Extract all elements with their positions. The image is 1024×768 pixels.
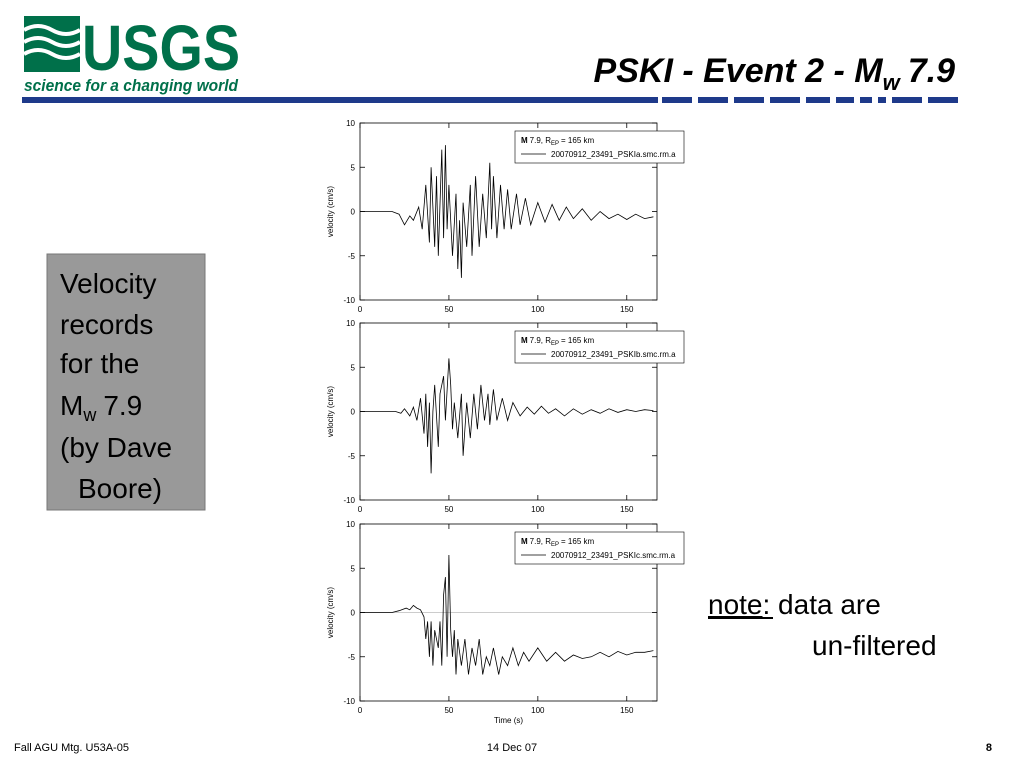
legend: M 7.9, REP = 165 km 20070912_23491_PSKIc.sm… <box>514 531 685 565</box>
header-bar <box>22 97 658 103</box>
x-tick-label: 0 <box>358 305 363 314</box>
logo: USGS science for a changing world <box>23 12 240 95</box>
m-end: 7.9 <box>103 390 142 421</box>
footer-left: Fall AGU Mtg. U53A-05 <box>14 742 129 754</box>
x-tick-label: 150 <box>620 505 634 514</box>
title-end: 7.9 <box>908 52 955 90</box>
logo-waves <box>23 24 81 60</box>
y-tick-label: 10 <box>346 119 355 128</box>
sidebar-line: Mw 7.9 <box>60 390 142 425</box>
note-label: note <box>708 589 763 620</box>
note-underline <box>708 617 773 619</box>
note: note: data are un-filtered <box>708 589 937 661</box>
legend-m: M <box>521 537 528 546</box>
x-tick-label: 50 <box>444 505 453 514</box>
y-tick-label: 5 <box>351 564 356 573</box>
note-line: note: data are <box>708 589 881 620</box>
y-tick-label: 5 <box>351 363 356 372</box>
legend-title: M 7.9, REP = 165 km <box>521 136 594 147</box>
legend-subscript: EP <box>551 542 559 548</box>
x-tick-label: 150 <box>620 305 634 314</box>
legend-box <box>514 330 685 364</box>
y-tick-label: 10 <box>346 520 355 529</box>
y-tick-label: -10 <box>343 697 355 706</box>
footer-page: 8 <box>986 742 992 754</box>
waveform <box>360 554 654 675</box>
legend-text: = 165 km <box>561 136 594 145</box>
sidebar-line: records <box>60 309 153 340</box>
y-axis-label: velocity (cm/s) <box>326 587 335 638</box>
legend-entry: 20070912_23491_PSKIa.smc.rm.a <box>551 150 676 159</box>
y-tick-label: -5 <box>348 252 356 261</box>
legend-text: 7.9, R <box>530 537 552 546</box>
sidebar-line: Boore) <box>78 473 162 504</box>
y-tick-label: 0 <box>351 208 356 217</box>
x-tick-label: 100 <box>531 505 545 514</box>
slide-title: PSKI - Event 2 - Mw 7.9 <box>594 52 956 95</box>
y-axis-label: velocity (cm/s) <box>326 186 335 237</box>
logo-text: USGS <box>82 12 240 84</box>
x-tick-label: 50 <box>444 305 453 314</box>
legend-m: M <box>521 336 528 345</box>
y-tick-label: 10 <box>346 319 355 328</box>
y-tick-label: -10 <box>343 496 355 505</box>
legend-m: M <box>521 136 528 145</box>
title-text: PSKI - Event 2 - M <box>594 52 884 90</box>
y-tick-label: -5 <box>348 452 356 461</box>
x-tick-label: 100 <box>531 706 545 715</box>
chart: 0 50 100 150 -10 -5 0 5 10 velocity (cm/s) M 7.9, R… <box>326 119 685 314</box>
sidebar-line: (by Dave <box>60 432 172 463</box>
chart: 0 50 100 150 -10 -5 0 5 10 velocity (cm/s) M 7.9, R… <box>326 319 685 514</box>
y-tick-label: 0 <box>351 609 356 618</box>
legend: M 7.9, REP = 165 km 20070912_23491_PSKIb.sm… <box>514 330 685 364</box>
y-tick-label: 5 <box>351 163 356 172</box>
waveform <box>360 358 654 474</box>
x-tick-label: 0 <box>358 505 363 514</box>
waveform <box>360 145 654 278</box>
x-tick-label: 0 <box>358 706 363 715</box>
x-tick-label: 50 <box>444 706 453 715</box>
footer-center: 14 Dec 07 <box>487 742 537 754</box>
sidebar-line: for the <box>60 348 139 379</box>
legend-text: 7.9, R <box>530 136 552 145</box>
y-tick-label: -5 <box>348 653 356 662</box>
note-text: : data are <box>763 589 881 620</box>
legend-box <box>514 130 685 164</box>
legend-box <box>514 531 685 565</box>
legend-title: M 7.9, REP = 165 km <box>521 336 594 347</box>
legend-text: = 165 km <box>561 336 594 345</box>
m-subscript: w <box>82 405 97 425</box>
y-tick-label: -10 <box>343 296 355 305</box>
x-tick-label: 100 <box>531 305 545 314</box>
legend-text: 7.9, R <box>530 336 552 345</box>
sidebar-box <box>46 253 206 511</box>
title-subscript: w <box>883 70 902 95</box>
legend: M 7.9, REP = 165 km 20070912_23491_PSKIa.sm… <box>514 130 685 164</box>
legend-subscript: EP <box>551 141 559 147</box>
x-axis-label: Time (s) <box>494 716 523 725</box>
x-tick-label: 150 <box>620 706 634 715</box>
logo-tagline: science for a changing world <box>24 76 239 95</box>
y-tick-label: 0 <box>351 408 356 417</box>
sidebar-line: Velocity <box>60 268 157 299</box>
legend-title: M 7.9, REP = 165 km <box>521 537 594 548</box>
y-axis-label: velocity (cm/s) <box>326 386 335 437</box>
legend-text: = 165 km <box>561 537 594 546</box>
chart: 0 50 100 150 -10 -5 0 5 10 velocity (cm/s) Time (s… <box>326 520 685 725</box>
legend-entry: 20070912_23491_PSKIb.smc.rm.a <box>551 350 676 359</box>
legend-subscript: EP <box>551 341 559 347</box>
sidebar-text: Velocity records for the Mw 7.9 (by Dave … <box>60 268 172 504</box>
note-line: un-filtered <box>812 630 937 661</box>
m: M <box>60 390 83 421</box>
legend-entry: 20070912_23491_PSKIc.smc.rm.a <box>551 551 676 560</box>
